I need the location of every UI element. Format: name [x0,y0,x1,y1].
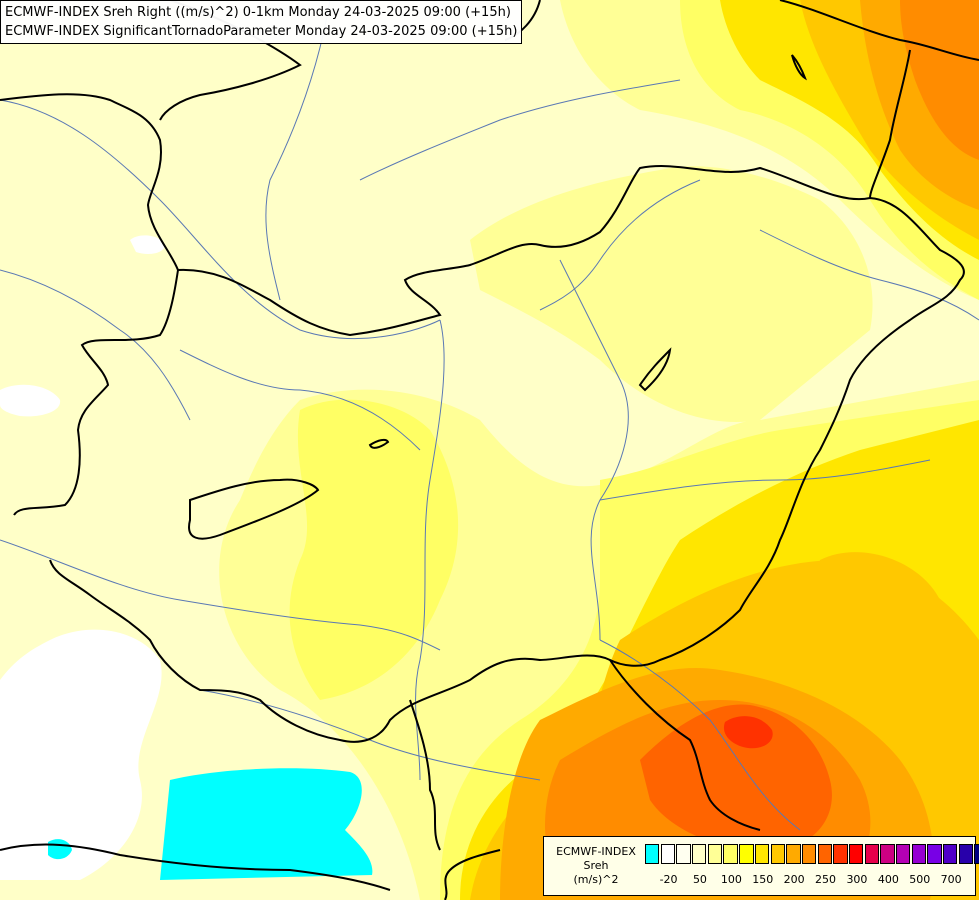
border-line [638,347,672,392]
field-redorange-core [640,704,832,851]
legend-swatch [864,844,880,864]
rivers [0,0,979,831]
legend-swatch [974,844,979,864]
legend-swatch [958,844,974,864]
river-line [0,269,191,421]
river-line [599,459,931,501]
legend-swatch [754,844,770,864]
river-line [179,349,421,451]
field-white-small [130,235,165,254]
legend-title-parameter: Sreh [583,859,609,872]
border-line [609,659,761,831]
legend-tick-label: 400 [877,873,899,886]
legend-swatch [911,844,927,864]
legend-tick-label: 50 [692,873,707,886]
legend-tick-label: 500 [909,873,931,886]
river-line [415,319,445,781]
river-line [359,79,681,181]
legend-tick-label: 300 [846,873,868,886]
legend-swatch [786,844,801,864]
legend-swatch [896,844,911,864]
border-line [791,54,807,81]
legend-title-source: ECMWF-INDEX [556,845,636,858]
border-line [779,0,979,61]
border-line [368,438,390,449]
field-amber-east-blob [818,552,942,643]
legend-swatch [801,844,817,864]
border-line [49,165,965,743]
legend-swatch [645,844,660,864]
color-legend: ECMWF-INDEX Sreh (m/s)^2 -20 50 100 150 200 2… [543,836,979,896]
legend-swatch [770,844,785,864]
legend-tick-label: 250 [815,873,837,886]
legend-swatches [645,844,979,864]
river-line [559,259,629,641]
river-line [539,179,701,311]
legend-title: ECMWF-INDEX Sreh (m/s)^2 [548,845,644,887]
legend-tick-label: 700 [940,873,962,886]
legend-swatch [833,844,848,864]
title-line-2: ECMWF-INDEX SignificantTornadoParameter … [5,24,518,39]
field-white-sw [0,629,162,880]
legend-title-unit: (m/s)^2 [573,873,619,886]
legend-swatch [660,844,676,864]
river-line [0,99,441,340]
legend-swatch [692,844,707,864]
legend-tick-label: 200 [783,873,805,886]
legend-swatch [927,844,942,864]
legend-swatch [943,844,958,864]
legend-swatch [817,844,832,864]
river-line [759,229,979,321]
border-line [0,93,180,516]
legend-swatch [880,844,895,864]
river-line [0,539,441,651]
field-white-west [0,384,61,417]
legend-swatch [676,844,691,864]
border-line [444,849,501,900]
border-line [869,49,911,199]
river-line [199,689,541,781]
legend-ticks: -20 50 100 150 200 250 300 400 500 700 [645,873,970,887]
river-line [599,639,801,831]
border-line [0,843,391,891]
field-darkorange-ne [900,0,979,160]
border-line [188,478,320,540]
field-yellow-central [289,399,459,700]
legend-swatch [707,844,723,864]
legend-swatch [739,844,754,864]
title-line-1: ECMWF-INDEX Sreh Right ((m/s)^2) 0-1km M… [5,5,511,20]
map-title: ECMWF-INDEX Sreh Right ((m/s)^2) 0-1km M… [0,0,523,44]
legend-swatch [723,844,738,864]
river-line [265,0,331,301]
field-red-core [723,716,773,749]
legend-tick-label: 100 [720,873,742,886]
legend-tick-label: 150 [752,873,774,886]
legend-swatch [848,844,864,864]
field-light-north [470,166,873,422]
field-cyan-sw [160,768,373,880]
border-line [409,699,441,851]
legend-tick-label: -20 [659,873,678,886]
